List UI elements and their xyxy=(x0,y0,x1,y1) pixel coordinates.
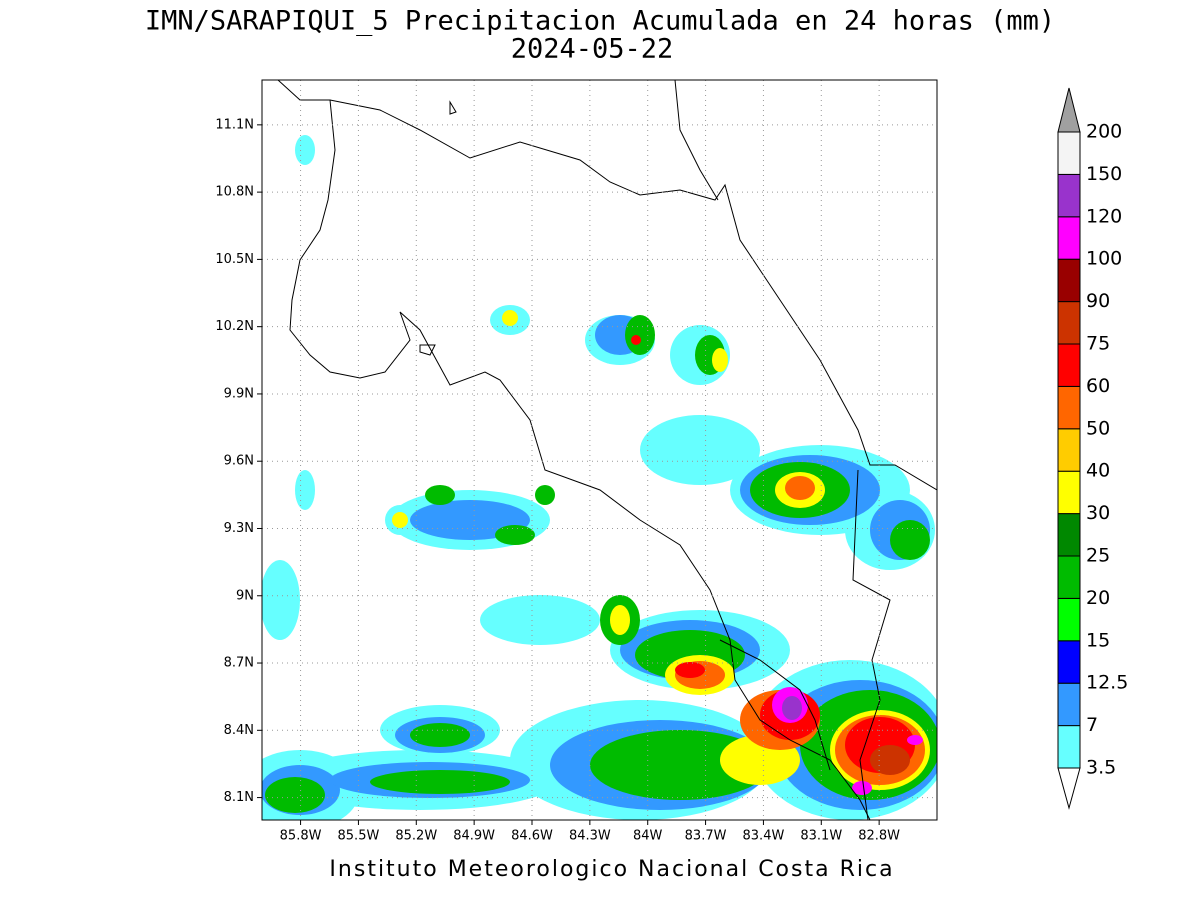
colorbar-high xyxy=(1057,87,1081,133)
grid: 85.8W 85.5W 85.2W 84.9W 84.6W 84.3W 84W 83.7W 83… xyxy=(215,80,937,844)
title: IMN/SARAPIQUI_5 Precipitacion Acumulada … xyxy=(145,6,1055,37)
y-tick-label: 10.2N xyxy=(215,319,254,334)
colorbar-low xyxy=(1057,767,1081,810)
x-tick-label: 83.4W xyxy=(743,829,785,844)
colorbar-band xyxy=(1057,470,1081,515)
y-tick-label: 8.1N xyxy=(224,790,254,805)
colorbar-label: 60 xyxy=(1086,375,1110,397)
x-tick-label: 85.2W xyxy=(395,829,437,844)
colorbar-band xyxy=(1057,428,1081,472)
y-tick-label: 8.4N xyxy=(224,723,254,738)
colorbar-band xyxy=(1057,682,1081,727)
y-tick-label: 11.1N xyxy=(215,117,254,132)
colorbar-label: 12.5 xyxy=(1086,672,1128,694)
y-tick-label: 9.3N xyxy=(224,521,254,536)
colorbar-band xyxy=(1057,216,1081,260)
colorbar-label: 50 xyxy=(1086,417,1110,439)
colorbar-band xyxy=(1057,597,1081,642)
colorbar-label: 150 xyxy=(1086,163,1122,185)
colorbar-label: 100 xyxy=(1086,248,1122,270)
footer: Instituto Meteorologico Nacional Costa R… xyxy=(329,857,894,882)
x-tick-label: 84.3W xyxy=(569,829,611,844)
x-tick-label: 84W xyxy=(633,829,663,844)
precipitation-field xyxy=(262,80,937,820)
colorbar-label: 120 xyxy=(1086,205,1122,227)
x-tick-label: 84.9W xyxy=(453,829,495,844)
colorbar-band xyxy=(1057,513,1081,557)
y-tick-label: 9N xyxy=(236,588,254,603)
map-frame xyxy=(261,79,938,821)
colorbar-band xyxy=(1057,301,1081,345)
x-tick-label: 85.5W xyxy=(338,829,380,844)
y-tick-label: 8.7N xyxy=(224,656,254,671)
x-tick-label: 84.6W xyxy=(511,829,553,844)
y-tick-label: 9.6N xyxy=(224,454,254,469)
colorbar-band xyxy=(1057,385,1081,430)
colorbar-label: 75 xyxy=(1086,333,1110,355)
colorbar-label: 90 xyxy=(1086,290,1110,312)
x-tick-label: 83.7W xyxy=(685,829,727,844)
y-tick-label: 10.5N xyxy=(215,252,254,267)
colorbar-label: 30 xyxy=(1086,502,1110,524)
colorbar-band xyxy=(1057,640,1081,684)
x-tick-label: 82.8W xyxy=(858,829,900,844)
subtitle: 2024-05-22 xyxy=(511,34,674,65)
colorbar-band xyxy=(1057,555,1081,599)
colorbar-label: 20 xyxy=(1086,587,1110,609)
x-tick-label: 83.1W xyxy=(800,829,842,844)
colorbar-band xyxy=(1057,258,1081,303)
colorbar-label: 25 xyxy=(1086,545,1110,567)
colorbar-label: 3.5 xyxy=(1086,757,1116,779)
colorbar-label: 200 xyxy=(1086,121,1122,143)
colorbar-band xyxy=(1057,131,1081,175)
colorbar-label: 40 xyxy=(1086,460,1110,482)
y-tick-label: 9.9N xyxy=(224,386,254,401)
x-tick-label: 85.8W xyxy=(280,829,322,844)
colorbar-label: 7 xyxy=(1086,714,1098,736)
colorbar-band xyxy=(1057,343,1081,387)
colorbar-band xyxy=(1057,725,1081,769)
colorbar-label: 15 xyxy=(1086,629,1110,651)
y-tick-label: 10.8N xyxy=(215,185,254,200)
colorbar: 3.5 7 12.5 15 20 25 30 40 50 60 75 90 100 120 150 200 xyxy=(1057,87,1128,810)
colorbar-band xyxy=(1057,173,1081,218)
